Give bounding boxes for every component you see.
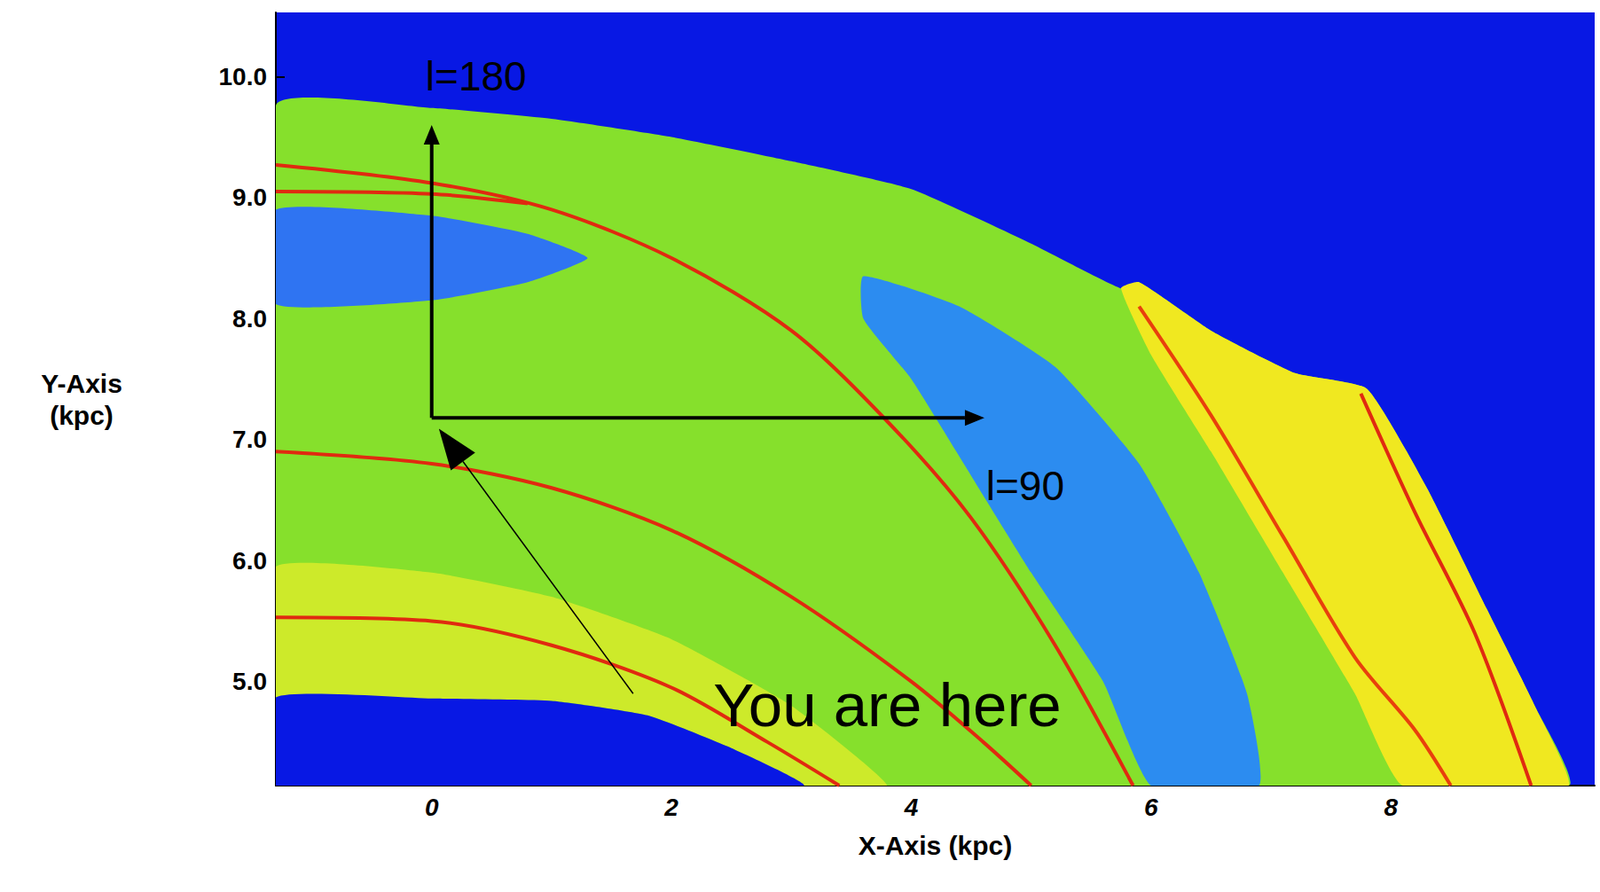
svg-text:5.0: 5.0 bbox=[232, 667, 267, 696]
svg-text:4: 4 bbox=[903, 793, 919, 822]
svg-text:Y-Axis: Y-Axis bbox=[40, 368, 123, 399]
svg-text:(kpc): (kpc) bbox=[49, 400, 114, 431]
svg-text:X-Axis (kpc): X-Axis (kpc) bbox=[858, 831, 1012, 861]
svg-text:8: 8 bbox=[1383, 793, 1398, 822]
svg-text:7.0: 7.0 bbox=[232, 425, 267, 454]
svg-text:10.0: 10.0 bbox=[219, 62, 268, 91]
svg-text:9.0: 9.0 bbox=[232, 183, 267, 212]
svg-text:l=180: l=180 bbox=[425, 53, 527, 100]
svg-text:6.0: 6.0 bbox=[232, 547, 267, 575]
svg-text:You are here: You are here bbox=[713, 671, 1062, 740]
svg-text:2: 2 bbox=[663, 793, 679, 822]
svg-text:8.0: 8.0 bbox=[232, 305, 267, 333]
svg-text:0: 0 bbox=[424, 793, 440, 822]
svg-text:l=90: l=90 bbox=[986, 462, 1065, 510]
svg-text:6: 6 bbox=[1144, 793, 1159, 822]
